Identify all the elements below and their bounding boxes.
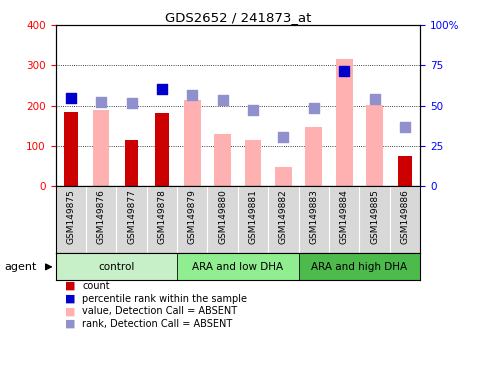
Point xyxy=(310,104,318,111)
Text: GSM149884: GSM149884 xyxy=(340,190,349,244)
Text: GSM149882: GSM149882 xyxy=(279,190,288,244)
Text: count: count xyxy=(82,281,110,291)
Point xyxy=(280,134,287,140)
Text: GDS2652 / 241873_at: GDS2652 / 241873_at xyxy=(165,12,311,25)
Text: ■: ■ xyxy=(65,319,76,329)
Point xyxy=(97,99,105,106)
Point xyxy=(188,92,196,98)
Bar xyxy=(305,127,322,186)
Text: GSM149879: GSM149879 xyxy=(188,190,197,245)
Bar xyxy=(214,134,231,186)
Text: value, Detection Call = ABSENT: value, Detection Call = ABSENT xyxy=(82,306,237,316)
Bar xyxy=(93,111,110,186)
Text: percentile rank within the sample: percentile rank within the sample xyxy=(82,294,247,304)
Point xyxy=(249,106,257,113)
Bar xyxy=(398,156,412,186)
Bar xyxy=(177,253,298,280)
Text: control: control xyxy=(98,262,134,272)
Text: ARA and low DHA: ARA and low DHA xyxy=(192,262,284,272)
Bar xyxy=(245,140,261,186)
Point xyxy=(401,124,409,130)
Bar xyxy=(184,99,200,186)
Bar xyxy=(56,253,177,280)
Text: rank, Detection Call = ABSENT: rank, Detection Call = ABSENT xyxy=(82,319,232,329)
Text: GSM149883: GSM149883 xyxy=(309,190,318,245)
Text: ■: ■ xyxy=(65,281,76,291)
Bar xyxy=(336,59,353,186)
Bar xyxy=(366,105,383,186)
Text: GSM149876: GSM149876 xyxy=(97,190,106,245)
Text: GSM149878: GSM149878 xyxy=(157,190,167,245)
Text: GSM149881: GSM149881 xyxy=(249,190,257,245)
Point xyxy=(128,100,135,106)
Text: GSM149880: GSM149880 xyxy=(218,190,227,245)
Point xyxy=(158,86,166,92)
Text: GSM149886: GSM149886 xyxy=(400,190,410,245)
Text: GSM149885: GSM149885 xyxy=(370,190,379,245)
Point xyxy=(371,96,379,102)
Point xyxy=(219,96,227,103)
Bar xyxy=(298,253,420,280)
Text: agent: agent xyxy=(5,262,37,272)
Text: GSM149877: GSM149877 xyxy=(127,190,136,245)
Bar xyxy=(155,113,169,186)
Text: ■: ■ xyxy=(65,294,76,304)
Text: ARA and high DHA: ARA and high DHA xyxy=(312,262,408,272)
Point xyxy=(67,94,74,101)
Text: ■: ■ xyxy=(65,306,76,316)
Bar xyxy=(64,112,78,186)
Point xyxy=(341,68,348,74)
Bar xyxy=(275,167,292,186)
Bar xyxy=(125,140,138,186)
Text: GSM149875: GSM149875 xyxy=(66,190,75,245)
